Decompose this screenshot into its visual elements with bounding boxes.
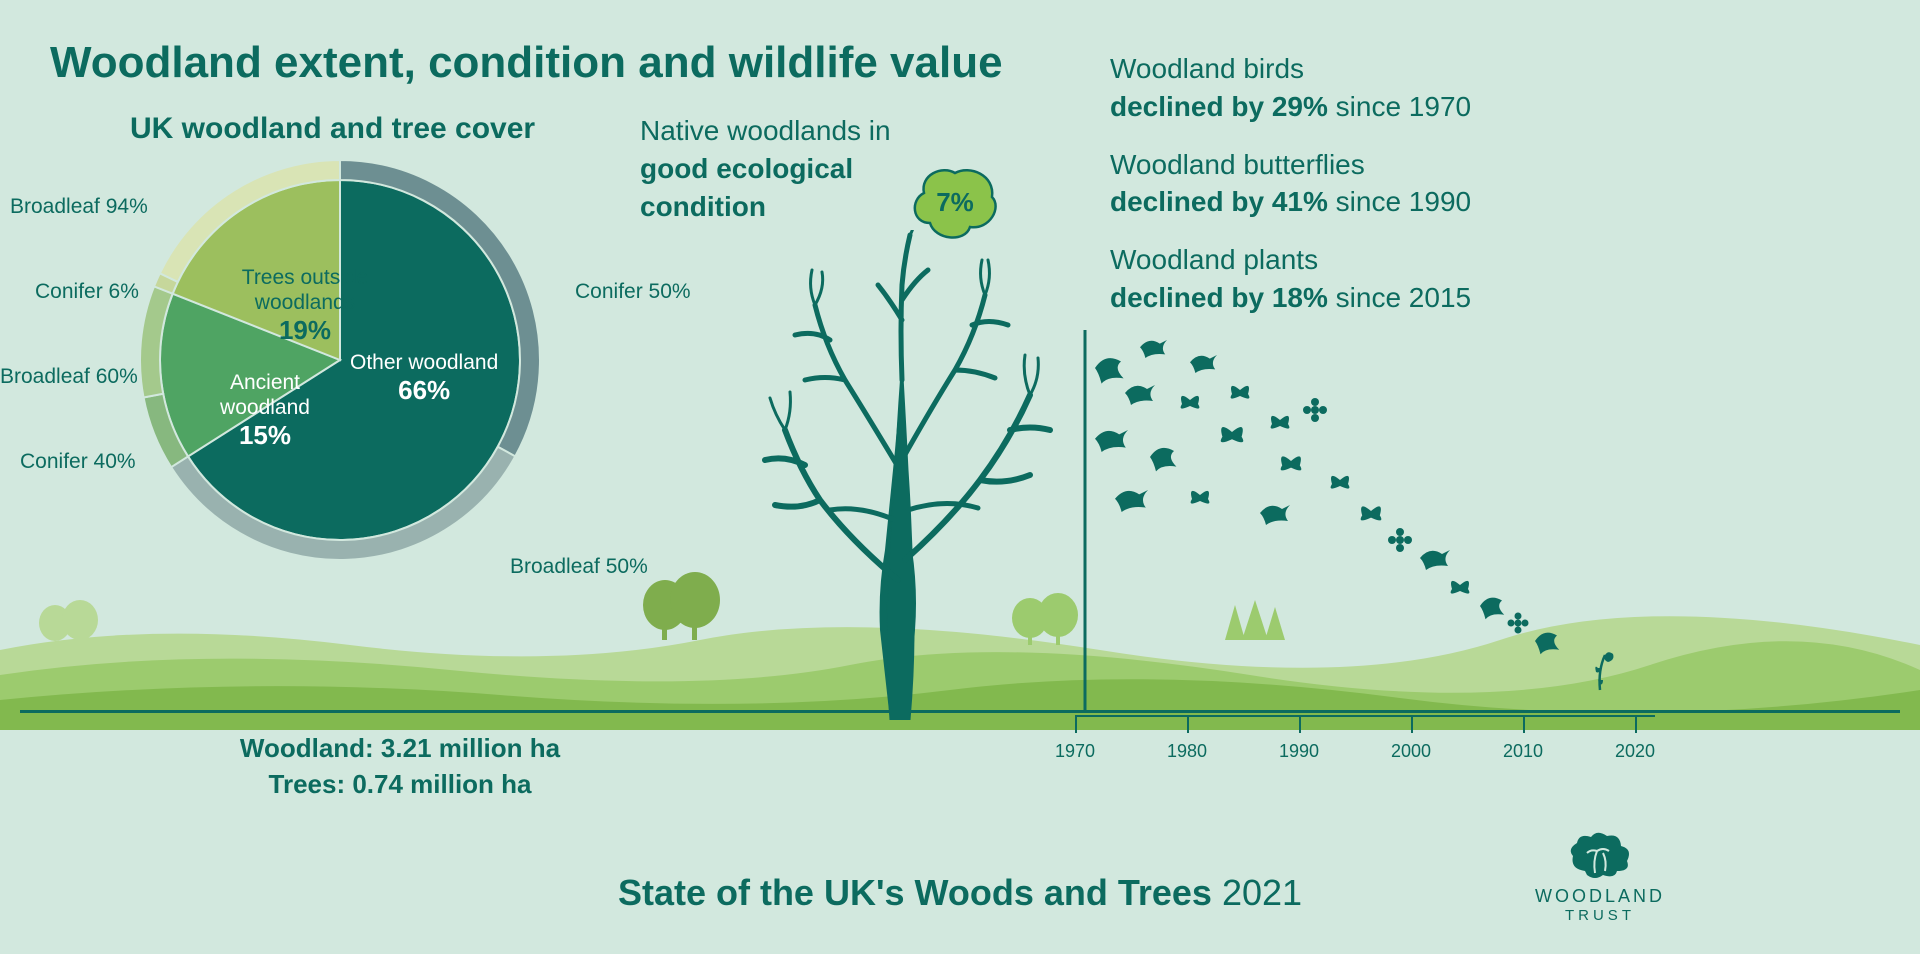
pie-chart: Other woodland 66% Ancientwoodland 15% T…	[140, 160, 540, 560]
woodland-area-stats: Woodland: 3.21 million ha Trees: 0.74 mi…	[175, 730, 625, 803]
label-conifer6: Conifer 6%	[35, 280, 139, 304]
woodland-trust-logo: WOODLAND TRUST	[1535, 831, 1665, 924]
timeline-label: 1970	[1055, 741, 1095, 762]
slice-other-label: Other woodland	[350, 351, 498, 374]
slice-outside-label: Trees outsidewoodlands	[242, 266, 368, 314]
bg-tree-4	[35, 595, 105, 650]
label-broadleaf60: Broadleaf 60%	[0, 365, 138, 389]
stat-woodland: Woodland: 3.21 million ha	[175, 730, 625, 766]
main-title: Woodland extent, condition and wildlife …	[50, 38, 1003, 88]
condition-value: 7%	[936, 187, 974, 217]
wildlife-decline-illustration	[1080, 330, 1660, 710]
logo-subtext: TRUST	[1535, 907, 1665, 924]
decline-stats: Woodland birds declined by 29% since 197…	[1110, 50, 1471, 337]
timeline-tick	[1411, 715, 1413, 733]
slice-other-value: 66%	[398, 375, 450, 405]
native-woodlands-text: Native woodlands in good ecological cond…	[640, 112, 891, 225]
pie-chart-title: UK woodland and tree cover	[130, 112, 535, 146]
bg-tree-1	[640, 570, 730, 640]
bare-tree-illustration	[730, 230, 1070, 720]
timeline-tick	[1635, 715, 1637, 733]
timeline-label: 1990	[1279, 741, 1319, 762]
decline-butterflies: Woodland butterflies declined by 41% sin…	[1110, 146, 1471, 222]
timeline-tick	[1075, 715, 1077, 733]
label-conifer40: Conifer 40%	[20, 450, 136, 474]
timeline-axis	[1075, 715, 1655, 717]
timeline-tick	[1299, 715, 1301, 733]
timeline-label: 2020	[1615, 741, 1655, 762]
logo-icon	[1565, 831, 1635, 881]
timeline-label: 2010	[1503, 741, 1543, 762]
label-conifer50: Conifer 50%	[575, 280, 691, 304]
slice-outside-value: 19%	[279, 315, 331, 345]
timeline-label: 1980	[1167, 741, 1207, 762]
logo-text: WOODLAND	[1535, 886, 1665, 907]
stat-trees: Trees: 0.74 million ha	[175, 766, 625, 802]
timeline-label: 2000	[1391, 741, 1431, 762]
timeline-tick	[1523, 715, 1525, 733]
timeline-tick	[1187, 715, 1189, 733]
slice-ancient-value: 15%	[239, 420, 291, 450]
decline-plants: Woodland plants declined by 18% since 20…	[1110, 241, 1471, 317]
label-broadleaf94: Broadleaf 94%	[10, 195, 148, 219]
label-broadleaf50: Broadleaf 50%	[510, 555, 648, 579]
slice-ancient-label: Ancientwoodland	[220, 371, 310, 419]
decline-birds: Woodland birds declined by 29% since 197…	[1110, 50, 1471, 126]
